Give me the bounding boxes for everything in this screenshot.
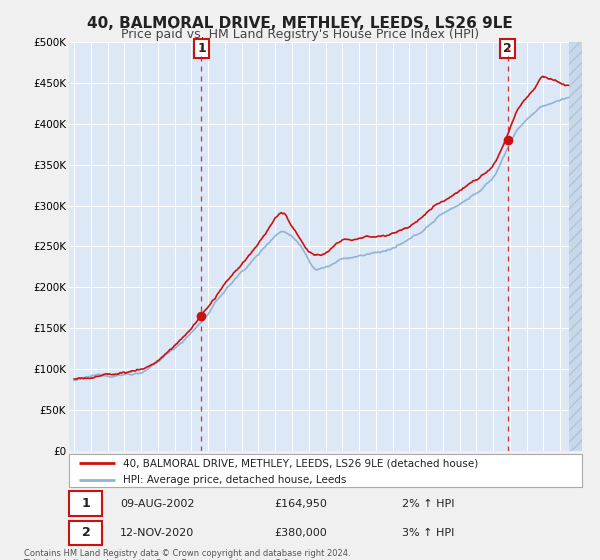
- Text: 2: 2: [503, 42, 512, 55]
- Text: 2% ↑ HPI: 2% ↑ HPI: [403, 498, 455, 508]
- FancyBboxPatch shape: [69, 521, 103, 545]
- Text: HPI: Average price, detached house, Leeds: HPI: Average price, detached house, Leed…: [123, 475, 346, 485]
- Text: 12-NOV-2020: 12-NOV-2020: [121, 528, 194, 538]
- Text: 1: 1: [82, 497, 91, 510]
- Text: Contains HM Land Registry data © Crown copyright and database right 2024.
This d: Contains HM Land Registry data © Crown c…: [23, 549, 350, 560]
- Text: Price paid vs. HM Land Registry's House Price Index (HPI): Price paid vs. HM Land Registry's House …: [121, 28, 479, 41]
- Text: 09-AUG-2002: 09-AUG-2002: [121, 498, 195, 508]
- Text: 2: 2: [82, 526, 91, 539]
- Text: £380,000: £380,000: [274, 528, 327, 538]
- Bar: [569, 42, 582, 451]
- Text: 3% ↑ HPI: 3% ↑ HPI: [403, 528, 455, 538]
- Text: 40, BALMORAL DRIVE, METHLEY, LEEDS, LS26 9LE: 40, BALMORAL DRIVE, METHLEY, LEEDS, LS26…: [87, 16, 513, 31]
- Text: 1: 1: [197, 42, 206, 55]
- FancyBboxPatch shape: [69, 454, 582, 487]
- Text: £164,950: £164,950: [274, 498, 327, 508]
- FancyBboxPatch shape: [69, 491, 103, 516]
- Text: 40, BALMORAL DRIVE, METHLEY, LEEDS, LS26 9LE (detached house): 40, BALMORAL DRIVE, METHLEY, LEEDS, LS26…: [123, 458, 478, 468]
